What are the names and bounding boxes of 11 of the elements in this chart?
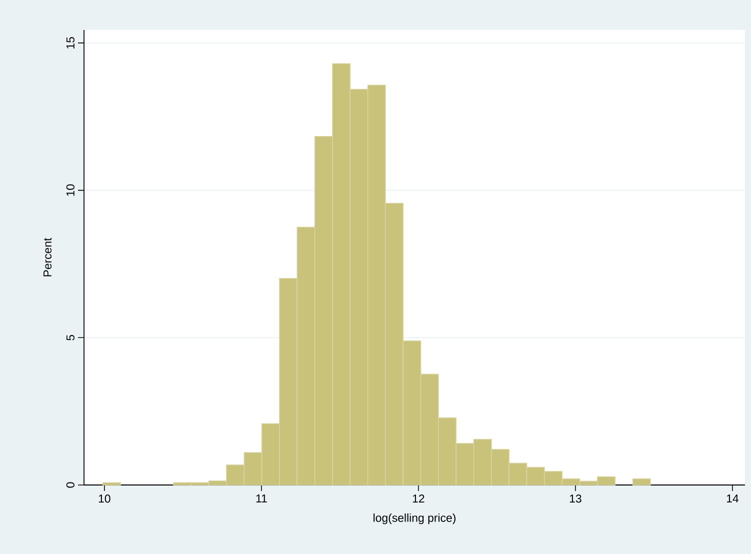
- y-tick-label: 0: [66, 482, 74, 488]
- x-tick-label: 10: [98, 494, 110, 503]
- x-tick-label: 12: [412, 494, 424, 503]
- x-tick-label: 11: [256, 494, 267, 502]
- y-tick-label: 15: [66, 37, 74, 48]
- x-tick-label: 13: [570, 494, 582, 503]
- x-axis-title: log(selling price): [374, 513, 456, 524]
- y-tick-label: 10: [66, 184, 74, 196]
- y-tick-label: 5: [66, 334, 74, 340]
- y-axis-title: Percent: [44, 238, 52, 276]
- x-tick-label: 14: [726, 494, 738, 502]
